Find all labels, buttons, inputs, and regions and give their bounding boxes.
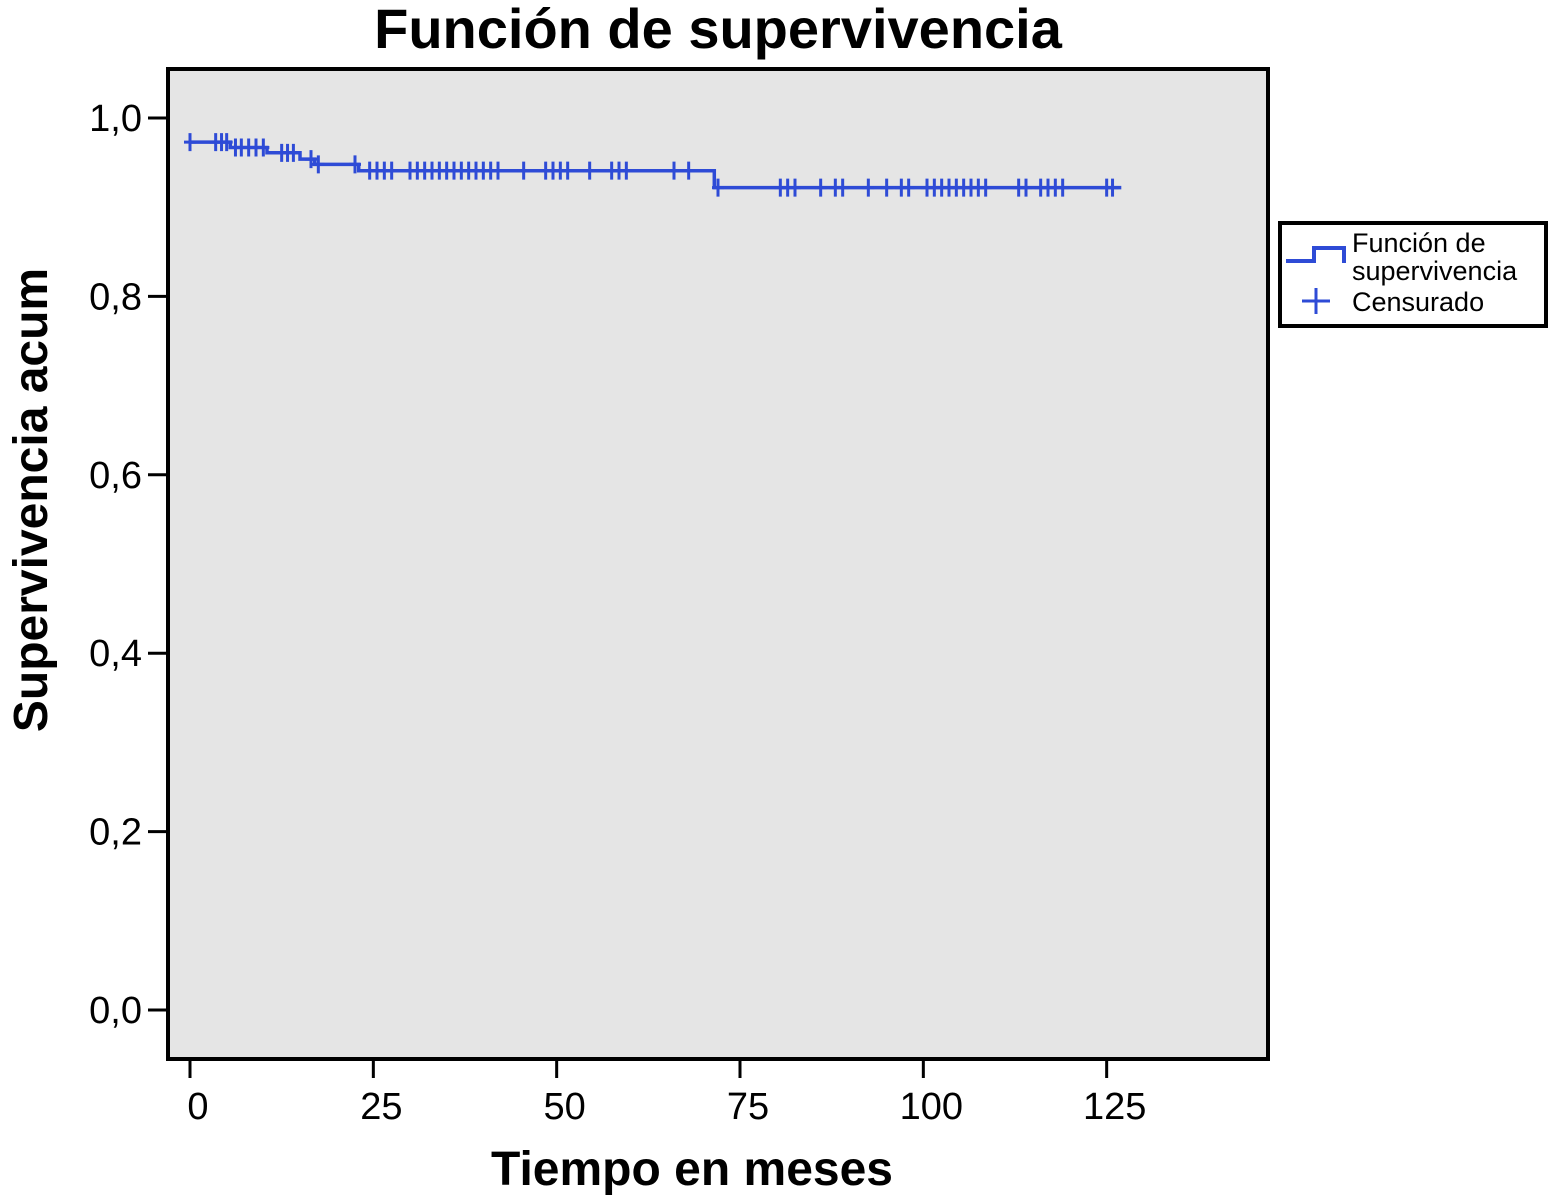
legend-survival-line2: supervivencia [1352,256,1518,286]
legend-box [1278,221,1548,328]
x-axis: 0 25 50 75 100 125 [187,1059,1146,1128]
censored-marker [492,161,504,180]
censored-marker [862,178,875,197]
x-tick-label: 0 [187,1086,208,1128]
censored-marker [561,161,574,180]
censored-marker [1020,178,1032,197]
legend-censored-label: Censurado [1352,287,1484,317]
x-tick-label: 125 [1083,1086,1146,1128]
y-tick-label: 0,6 [89,455,142,497]
x-axis-label: Tiempo en meses [491,1143,893,1196]
plot-area [166,67,1270,1061]
censored-marker [979,178,992,197]
y-axis-label: Supervivencia acum [5,268,58,732]
censored-marker [668,161,680,180]
legend-step-line-icon [1286,246,1346,263]
y-tick-label: 0,8 [89,276,142,318]
legend-survival-line1: Función de [1352,228,1486,258]
censored-marker [902,178,915,197]
censored-marker [305,150,317,169]
x-tick-label: 25 [360,1086,402,1128]
censored-marker [712,178,724,197]
censored-marker [789,178,801,197]
x-tick-label: 100 [900,1086,963,1128]
legend: Función de supervivencia Censurado [1278,221,1548,328]
x-tick-label: 50 [544,1086,586,1128]
y-tick-label: 0,4 [89,633,142,675]
censored-marker [583,161,596,180]
y-tick-label: 0,0 [89,990,142,1032]
censored-marker [385,161,398,180]
censored-marker [880,178,893,197]
series-group [184,133,1122,197]
x-tick-label: 75 [727,1086,769,1128]
censored-marker [287,143,300,162]
censored-marker [184,133,196,152]
censored-marker [814,178,827,197]
censored-marker [682,161,695,180]
censored-marker [836,178,849,197]
censored-marker [312,155,325,174]
censored-marker [349,155,361,174]
censored-marker [620,161,633,180]
censored-marker [220,133,233,152]
y-tick-label: 0,2 [89,812,142,854]
censored-marker [517,161,530,180]
y-tick-label: 1,0 [89,98,142,140]
y-axis: 0,0 0,2 0,4 0,6 0,8 1,0 [89,98,168,1032]
legend-censored-plus-icon [1302,288,1330,314]
chart-title: Función de supervivencia [374,0,1063,60]
censored-marker [1106,178,1119,197]
censored-marker [257,138,270,157]
censored-marker [1056,178,1069,197]
